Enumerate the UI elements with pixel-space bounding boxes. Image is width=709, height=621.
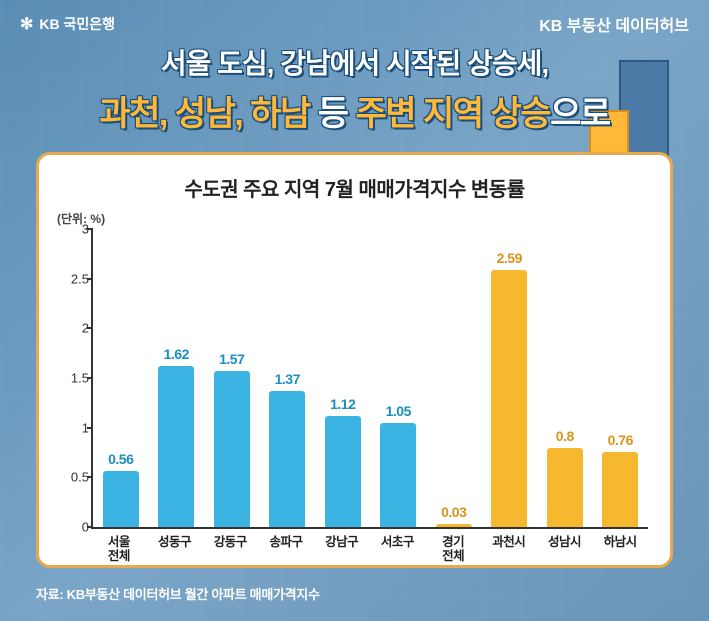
star-icon: ✻: [20, 14, 33, 34]
kb-datahub-logo: KB 부동산 데이터허브: [539, 12, 689, 36]
bar-value-label: 0.76: [608, 432, 633, 448]
y-tick-label: 0: [59, 520, 89, 535]
bar-slot: 0.56: [93, 229, 149, 527]
bar: [491, 270, 527, 527]
bar: [103, 471, 139, 527]
y-tick-mark: [87, 427, 93, 429]
y-tick-label: 3: [59, 222, 89, 237]
bar-value-label: 2.59: [497, 250, 522, 266]
bar-value-label: 1.37: [275, 371, 300, 387]
source-text: 자료: KB부동산 데이터허브 월간 아파트 매매가격지수: [36, 584, 320, 603]
y-tick-mark: [87, 228, 93, 230]
bar-value-label: 0.8: [556, 428, 574, 444]
headline-part: 주변 지역 상승: [356, 95, 551, 133]
chart-bars-container: 0.56 1.62 1.57 1.37 1.12 1.05 0.03 2.59 0.8 0.76: [93, 229, 648, 527]
bar: [380, 423, 416, 527]
y-tick-label: 1: [59, 420, 89, 435]
y-tick-mark: [87, 476, 93, 478]
kb-bank-logo-text: KB 국민은행: [39, 14, 115, 34]
bar-slot: 1.62: [149, 229, 205, 527]
bar-value-label: 1.05: [386, 403, 411, 419]
y-tick-label: 2.5: [59, 271, 89, 286]
headline: 서울 도심, 강남에서 시작된 상승세, 과천, 성남, 하남 등 주변 지역 …: [0, 42, 709, 135]
bar-slot: 0.03: [426, 229, 482, 527]
headline-line1: 서울 도심, 강남에서 시작된 상승세,: [0, 42, 709, 82]
bar-slot: 1.12: [315, 229, 371, 527]
x-tick-label: 서초구: [370, 535, 426, 564]
bar-slot: 0.76: [593, 229, 649, 527]
y-tick-label: 0.5: [59, 470, 89, 485]
chart-title: 수도권 주요 지역 7월 매매가격지수 변동률: [51, 173, 658, 202]
bar-slot: 2.59: [482, 229, 538, 527]
x-tick-label: 성남시: [537, 535, 593, 564]
bar: [547, 448, 583, 527]
y-tick-mark: [87, 377, 93, 379]
bar: [325, 416, 361, 527]
x-tick-label: 서울전체: [91, 535, 147, 564]
x-tick-label: 강남구: [314, 535, 370, 564]
bar: [436, 524, 472, 527]
headline-part: 으로: [550, 95, 610, 133]
x-tick-label: 경기전체: [425, 535, 481, 564]
x-tick-label: 하남시: [592, 535, 648, 564]
chart-panel: 수도권 주요 지역 7월 매매가격지수 변동률 (단위: %) 0.56 1.62…: [36, 152, 673, 568]
x-tick-label: 과천시: [481, 535, 537, 564]
bar-slot: 1.57: [204, 229, 260, 527]
bar: [214, 371, 250, 527]
bar: [158, 366, 194, 527]
y-tick-mark: [87, 526, 93, 528]
bar-value-label: 0.03: [441, 504, 466, 520]
bar-value-label: 0.56: [108, 451, 133, 467]
bar-value-label: 1.62: [164, 346, 189, 362]
bar-slot: 1.05: [371, 229, 427, 527]
y-tick-label: 2: [59, 321, 89, 336]
headline-part: 등: [310, 95, 356, 133]
x-tick-label: 강동구: [202, 535, 258, 564]
y-tick-mark: [87, 278, 93, 280]
bar-value-label: 1.12: [330, 396, 355, 412]
chart-unit: (단위: %): [57, 210, 658, 227]
bar: [602, 452, 638, 527]
y-tick-label: 1.5: [59, 371, 89, 386]
top-bar: ✻ KB 국민은행 KB 부동산 데이터허브: [20, 12, 689, 36]
chart-x-labels: 서울전체성동구강동구송파구강남구서초구경기전체과천시성남시하남시: [91, 535, 648, 564]
bar-slot: 1.37: [260, 229, 316, 527]
x-tick-label: 성동구: [147, 535, 203, 564]
headline-part: 과천, 성남, 하남: [99, 95, 309, 133]
x-tick-label: 송파구: [258, 535, 314, 564]
bar-slot: 0.8: [537, 229, 593, 527]
bar: [269, 391, 305, 527]
kb-bank-logo: ✻ KB 국민은행: [20, 14, 115, 34]
y-tick-mark: [87, 327, 93, 329]
headline-line2: 과천, 성남, 하남 등 주변 지역 상승으로: [0, 86, 709, 135]
chart-plot-area: 0.561.621.571.371.121.050.032.590.80.76 …: [91, 229, 648, 529]
bar-value-label: 1.57: [219, 351, 244, 367]
